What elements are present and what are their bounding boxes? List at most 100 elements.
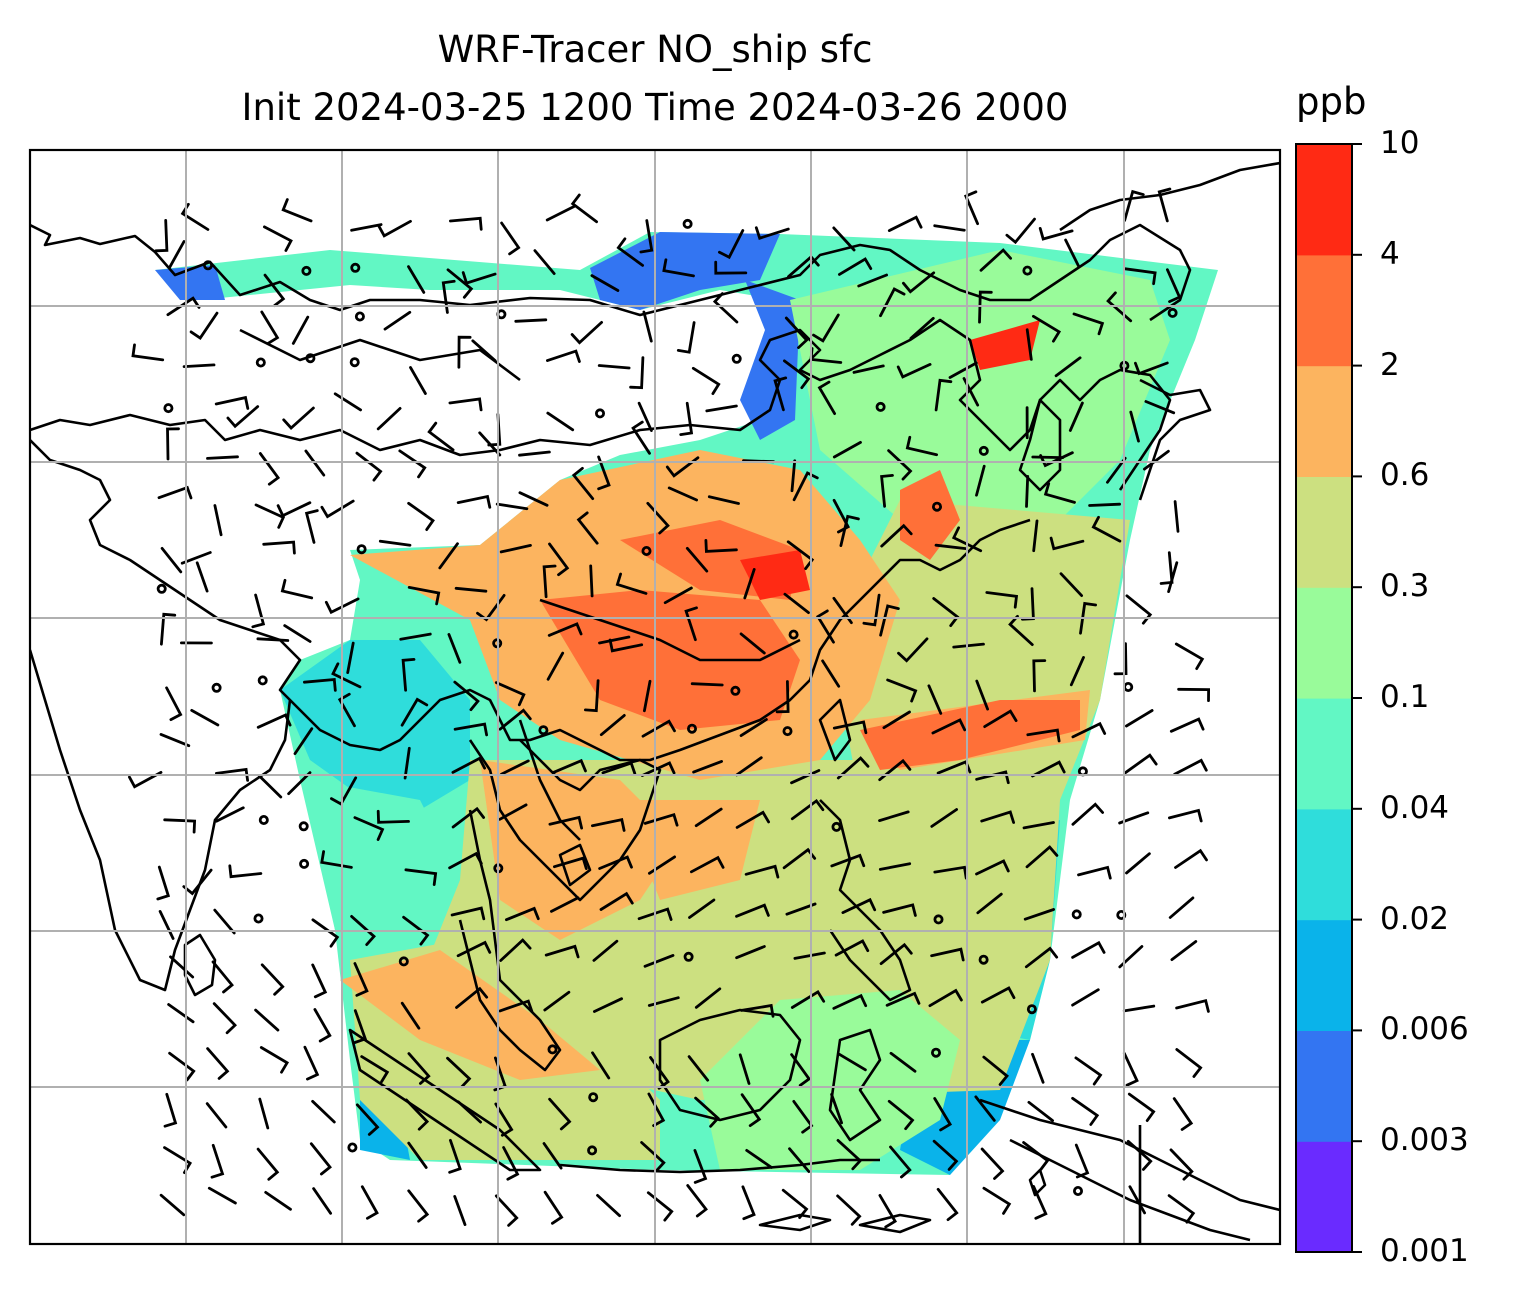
wind-barb — [346, 641, 355, 674]
calm-wind-marker — [978, 954, 989, 965]
calm-wind-marker — [587, 1145, 598, 1156]
wind-barb — [400, 697, 429, 727]
calm-wind-marker — [933, 914, 944, 925]
calm-wind-marker — [1071, 909, 1082, 920]
wind-barb — [427, 421, 455, 452]
wind-barb — [158, 910, 175, 940]
coastline — [30, 439, 1031, 762]
calm-wind-marker — [354, 311, 365, 322]
new-guinea-coastline — [979, 1098, 1280, 1212]
wind-barb — [790, 769, 821, 785]
calm-wind-marker — [350, 262, 361, 273]
calm-wind-marker — [788, 629, 799, 640]
wind-barb — [790, 989, 826, 1009]
wind-barb — [163, 1092, 178, 1128]
wind-barb — [499, 938, 532, 962]
calm-wind-marker — [731, 353, 742, 364]
map-plot-area — [30, 150, 1280, 1244]
wind-barb — [978, 290, 993, 324]
country-border — [539, 598, 801, 662]
new-guinea-coastline — [1009, 1138, 1251, 1242]
wind-barb — [1079, 601, 1097, 635]
java-coastline — [559, 1158, 880, 1174]
wind-barb — [676, 321, 696, 354]
wind-barb — [951, 526, 983, 553]
wind-barb — [1026, 728, 1061, 743]
wind-barb — [931, 718, 967, 735]
wind-barb — [402, 915, 430, 946]
wind-barb — [456, 494, 492, 509]
wind-barb — [735, 945, 766, 960]
wind-barbs — [128, 187, 1211, 1229]
domain-blank-region — [180, 300, 770, 640]
wind-barb — [885, 991, 921, 1007]
wind-barb — [398, 449, 427, 479]
wind-barb — [1024, 946, 1059, 969]
wind-barb — [518, 491, 549, 507]
wind-barb — [251, 593, 266, 629]
coastline — [30, 318, 1172, 491]
wind-barb — [841, 897, 877, 914]
wind-barb — [355, 451, 383, 482]
wind-barb — [982, 1055, 1009, 1086]
country-border — [518, 719, 581, 841]
wind-barb — [256, 713, 292, 729]
colorbar-tick-label: 0.04 — [1380, 789, 1450, 826]
wind-barb — [783, 592, 810, 614]
hainan-coastline — [558, 843, 592, 887]
wind-barb — [206, 455, 239, 460]
wind-barb — [282, 406, 315, 430]
wind-barb — [880, 474, 894, 508]
wind-barb — [293, 727, 314, 755]
wind-barb — [309, 1142, 332, 1176]
wind-barb — [792, 471, 819, 502]
gridlines — [30, 150, 1280, 1244]
wind-barb — [640, 1141, 666, 1173]
wind-barb — [882, 710, 911, 730]
wind-barb — [878, 810, 910, 822]
wind-barb — [694, 1096, 720, 1128]
wind-barb — [782, 847, 817, 870]
wind-barb — [975, 679, 989, 711]
wind-barb — [291, 315, 310, 345]
wind-barb — [167, 1003, 195, 1024]
wind-barb — [376, 809, 410, 824]
wind-barb — [1023, 908, 1055, 921]
wind-barb — [679, 401, 694, 436]
wind-barb — [979, 248, 1012, 272]
wind-barb — [980, 986, 1016, 1004]
wind-barb — [684, 606, 698, 642]
wind-barb — [404, 868, 438, 886]
wind-barb — [215, 767, 249, 782]
wind-barb — [333, 392, 362, 412]
wind-barb — [936, 1187, 959, 1222]
calm-wind-marker — [349, 357, 360, 368]
wind-barb — [546, 411, 575, 432]
wind-barb — [1127, 1092, 1156, 1122]
wind-barb — [543, 1190, 564, 1225]
colorbar-frame — [1295, 143, 1353, 1253]
wind-barb — [500, 759, 530, 776]
wind-barb — [304, 449, 326, 477]
wind-barb — [862, 593, 881, 627]
wind-barb — [1113, 642, 1128, 676]
wind-barb — [169, 955, 195, 979]
calm-wind-marker — [1073, 1186, 1084, 1197]
wind-barb — [453, 680, 480, 712]
calm-wind-marker — [683, 951, 694, 962]
wind-barb — [948, 361, 978, 379]
wind-barb — [360, 1055, 390, 1083]
calm-wind-marker — [255, 357, 266, 368]
sri-lanka-coastline — [183, 933, 217, 997]
wind-barb — [879, 604, 900, 637]
wind-barb — [304, 509, 319, 544]
wind-barb — [812, 313, 840, 343]
wind-barb — [704, 539, 738, 553]
wind-barb — [1025, 328, 1033, 361]
wind-barb — [360, 1185, 379, 1220]
wind-barb — [836, 1139, 863, 1171]
calm-wind-marker — [301, 265, 312, 276]
wind-barb — [665, 456, 700, 478]
wind-barb — [1074, 1056, 1103, 1086]
wind-barb — [839, 514, 860, 547]
